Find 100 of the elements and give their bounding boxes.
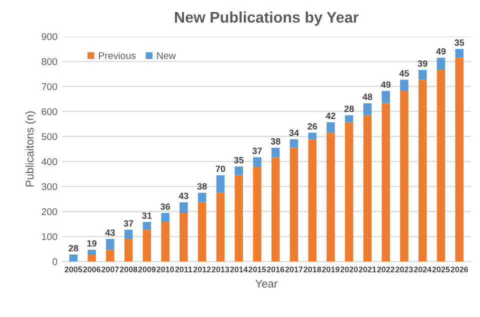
bar	[124, 239, 133, 262]
data-label: 49	[436, 48, 446, 55]
chart-title: New Publications by Year	[175, 11, 359, 26]
x-tick-label: 2017	[285, 266, 303, 272]
bar	[142, 230, 152, 262]
data-label: 38	[270, 138, 280, 145]
y-tick-label: 500	[42, 133, 58, 140]
x-tick-label: 2015	[248, 266, 266, 272]
bar	[234, 175, 243, 262]
bar	[180, 202, 188, 214]
bar	[400, 90, 408, 262]
bar	[88, 254, 96, 262]
x-tick-label: 2010	[156, 266, 174, 272]
legend-label: Previous	[98, 52, 136, 60]
bar	[106, 239, 114, 250]
data-label: 37	[252, 148, 262, 154]
data-label: 36	[160, 203, 170, 210]
legend-label: New	[157, 52, 176, 60]
bar	[106, 250, 114, 262]
bar	[88, 250, 96, 255]
x-tick-label: 2026	[450, 266, 468, 272]
x-tick-label: 2025	[432, 266, 450, 272]
y-tick-label: 700	[42, 83, 58, 90]
data-label: 31	[142, 212, 152, 219]
x-tick-label: 2016	[266, 266, 284, 272]
x-tick-label: 2008	[120, 266, 138, 272]
data-label: 37	[124, 220, 134, 227]
x-tick-label: 2022	[377, 266, 394, 272]
y-tick-label: 600	[42, 108, 58, 116]
data-label: 34	[289, 130, 299, 136]
y-tick-label: 400	[42, 158, 58, 166]
bar	[418, 80, 427, 262]
data-label: 28	[344, 106, 354, 112]
x-tick-label: 2007	[102, 266, 119, 272]
data-label: 45	[399, 70, 410, 77]
data-label: 49	[380, 81, 391, 88]
data-label: 70	[216, 166, 226, 172]
bar	[124, 230, 133, 240]
bar	[308, 132, 316, 140]
y-axis-title: Publicaitons (n)	[25, 111, 36, 186]
bar	[161, 213, 170, 222]
x-tick-label: 2023	[396, 266, 413, 272]
data-label: 43	[105, 229, 115, 236]
bar	[198, 192, 206, 202]
data-label: 35	[234, 156, 244, 164]
data-label: 48	[362, 94, 372, 100]
y-tick-label: 100	[42, 233, 58, 240]
data-label: 35	[454, 39, 464, 46]
bar	[271, 148, 280, 158]
data-label: 19	[87, 240, 96, 247]
bar	[455, 58, 464, 262]
x-tick-label: 2020	[340, 266, 358, 272]
x-tick-label: 2019	[322, 266, 340, 272]
bar	[290, 139, 298, 148]
x-tick-label: 2014	[230, 266, 248, 272]
x-tick-label: 2013	[212, 266, 230, 272]
bar	[455, 48, 464, 58]
x-axis-title: Year	[255, 280, 278, 288]
bar	[326, 122, 335, 133]
bar	[271, 157, 280, 262]
x-tick-label: 2012	[193, 266, 211, 272]
x-tick-label: 2021	[358, 266, 376, 272]
x-tick-label: 2011	[175, 266, 192, 272]
bar	[69, 254, 78, 262]
bar	[418, 70, 427, 80]
bar	[436, 70, 446, 262]
data-label: 43	[178, 192, 188, 200]
bar	[161, 222, 170, 262]
data-label: 39	[418, 60, 428, 67]
x-tick-label: 2006	[83, 266, 100, 272]
y-tick-label: 800	[42, 58, 58, 66]
bar	[382, 103, 390, 262]
x-tick-label: 2005	[64, 266, 82, 272]
bar	[216, 192, 225, 262]
bar	[326, 132, 335, 262]
bar	[234, 166, 243, 176]
bar	[344, 115, 354, 122]
bar	[308, 139, 316, 262]
y-tick-label: 300	[42, 183, 58, 190]
bar	[363, 115, 372, 262]
bar	[142, 222, 152, 230]
bar	[180, 213, 188, 262]
data-label: 28	[68, 244, 78, 252]
data-label: 42	[326, 112, 336, 119]
bar	[253, 166, 262, 262]
bar	[400, 80, 408, 91]
y-tick-label: 0	[52, 258, 58, 266]
bar	[436, 58, 446, 70]
bar	[290, 148, 298, 262]
bar	[253, 157, 262, 166]
y-tick-label: 200	[42, 208, 58, 216]
data-label: 38	[197, 183, 207, 190]
bar	[344, 122, 354, 262]
bar	[216, 175, 225, 193]
x-tick-label: 2024	[414, 266, 432, 272]
data-label: 26	[308, 123, 318, 130]
bar	[382, 90, 390, 104]
y-tick-label: 900	[42, 33, 58, 40]
x-tick-label: 2018	[304, 266, 322, 272]
bar	[363, 103, 372, 116]
